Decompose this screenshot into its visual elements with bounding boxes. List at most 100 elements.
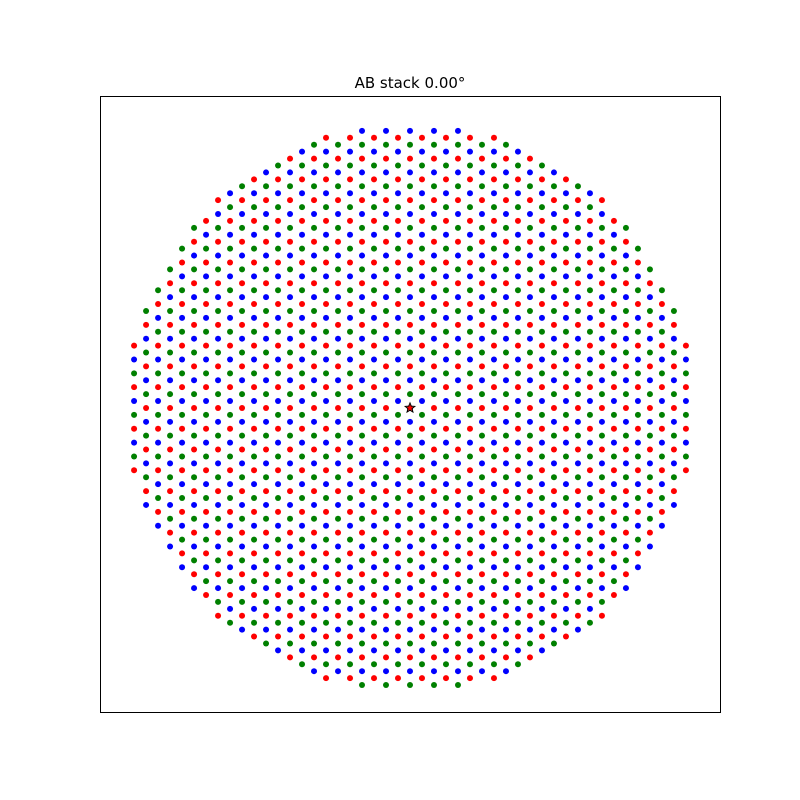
lattice-site bbox=[610, 467, 617, 474]
lattice-site bbox=[335, 501, 342, 508]
lattice-site bbox=[466, 495, 473, 502]
lattice-site bbox=[550, 432, 557, 439]
lattice-site bbox=[275, 411, 282, 418]
lattice-site bbox=[395, 495, 402, 502]
lattice-site bbox=[610, 231, 617, 238]
lattice-site bbox=[215, 543, 222, 550]
lattice-site bbox=[299, 591, 306, 598]
lattice-site bbox=[430, 626, 437, 633]
lattice-site bbox=[227, 328, 234, 335]
lattice-site bbox=[239, 418, 246, 425]
lattice-site bbox=[299, 564, 306, 571]
lattice-site bbox=[395, 522, 402, 529]
lattice-site bbox=[658, 301, 665, 308]
lattice-site bbox=[359, 529, 366, 536]
lattice-site bbox=[526, 460, 533, 467]
lattice-site bbox=[215, 363, 222, 370]
lattice-site bbox=[335, 654, 342, 661]
lattice-site bbox=[490, 245, 497, 252]
lattice-site bbox=[335, 404, 342, 411]
lattice-site bbox=[395, 217, 402, 224]
lattice-site bbox=[682, 439, 689, 446]
lattice-site bbox=[466, 245, 473, 252]
lattice-site bbox=[263, 349, 270, 356]
lattice-site bbox=[371, 425, 378, 432]
lattice-site bbox=[550, 238, 557, 245]
lattice-site bbox=[526, 404, 533, 411]
lattice-site bbox=[323, 162, 330, 169]
lattice-site bbox=[263, 224, 270, 231]
lattice-site bbox=[586, 370, 593, 377]
lattice-site bbox=[407, 501, 413, 508]
lattice-site bbox=[371, 536, 378, 543]
lattice-site bbox=[383, 363, 390, 370]
lattice-site bbox=[454, 307, 461, 314]
lattice-site bbox=[550, 391, 557, 398]
lattice-site bbox=[430, 640, 437, 647]
lattice-site bbox=[359, 349, 366, 356]
lattice-site bbox=[203, 328, 210, 335]
lattice-site bbox=[275, 522, 282, 529]
lattice-site bbox=[395, 190, 402, 197]
lattice-site bbox=[407, 640, 413, 647]
lattice-site bbox=[442, 398, 449, 405]
lattice-site bbox=[442, 384, 449, 391]
lattice-site bbox=[407, 598, 413, 605]
lattice-site bbox=[275, 314, 282, 321]
lattice-site bbox=[514, 564, 521, 571]
lattice-site bbox=[634, 564, 641, 571]
lattice-site bbox=[143, 432, 150, 439]
lattice-site bbox=[586, 550, 593, 557]
lattice-site bbox=[586, 190, 593, 197]
lattice-site bbox=[239, 197, 246, 204]
lattice-site bbox=[215, 391, 222, 398]
lattice-site bbox=[395, 398, 402, 405]
lattice-site bbox=[562, 273, 569, 280]
lattice-site bbox=[383, 294, 390, 301]
lattice-site bbox=[179, 314, 186, 321]
lattice-site bbox=[311, 515, 318, 522]
lattice-site bbox=[538, 633, 545, 640]
lattice-site bbox=[251, 605, 258, 612]
lattice-site bbox=[239, 321, 246, 328]
lattice-site bbox=[299, 536, 306, 543]
lattice-site bbox=[562, 633, 569, 640]
lattice-site bbox=[526, 515, 533, 522]
lattice-site bbox=[203, 342, 210, 349]
lattice-site bbox=[347, 675, 354, 682]
lattice-site bbox=[598, 307, 605, 314]
lattice-site bbox=[407, 515, 413, 522]
lattice-site bbox=[682, 467, 689, 474]
lattice-site bbox=[586, 522, 593, 529]
lattice-site bbox=[682, 453, 689, 460]
lattice-site bbox=[586, 411, 593, 418]
lattice-site bbox=[490, 495, 497, 502]
lattice-site bbox=[395, 301, 402, 308]
lattice-site bbox=[502, 418, 509, 425]
lattice-site bbox=[347, 314, 354, 321]
lattice-site bbox=[466, 356, 473, 363]
lattice-site bbox=[430, 363, 437, 370]
lattice-site bbox=[227, 287, 234, 294]
lattice-site bbox=[502, 266, 509, 273]
lattice-site bbox=[395, 647, 402, 654]
lattice-site bbox=[323, 370, 330, 377]
lattice-site bbox=[610, 342, 617, 349]
lattice-site bbox=[562, 204, 569, 211]
lattice-site bbox=[323, 314, 330, 321]
lattice-site bbox=[311, 598, 318, 605]
lattice-site bbox=[658, 314, 665, 321]
lattice-site bbox=[646, 349, 653, 356]
lattice-site bbox=[359, 515, 366, 522]
lattice-site bbox=[131, 439, 138, 446]
lattice-site bbox=[227, 550, 234, 557]
lattice-site bbox=[347, 370, 354, 377]
lattice-site bbox=[478, 280, 485, 287]
lattice-site bbox=[490, 148, 497, 155]
lattice-site bbox=[550, 183, 557, 190]
lattice-site bbox=[407, 349, 413, 356]
lattice-site bbox=[622, 474, 629, 481]
lattice-site bbox=[610, 287, 617, 294]
lattice-site bbox=[538, 245, 545, 252]
lattice-site bbox=[466, 508, 473, 515]
